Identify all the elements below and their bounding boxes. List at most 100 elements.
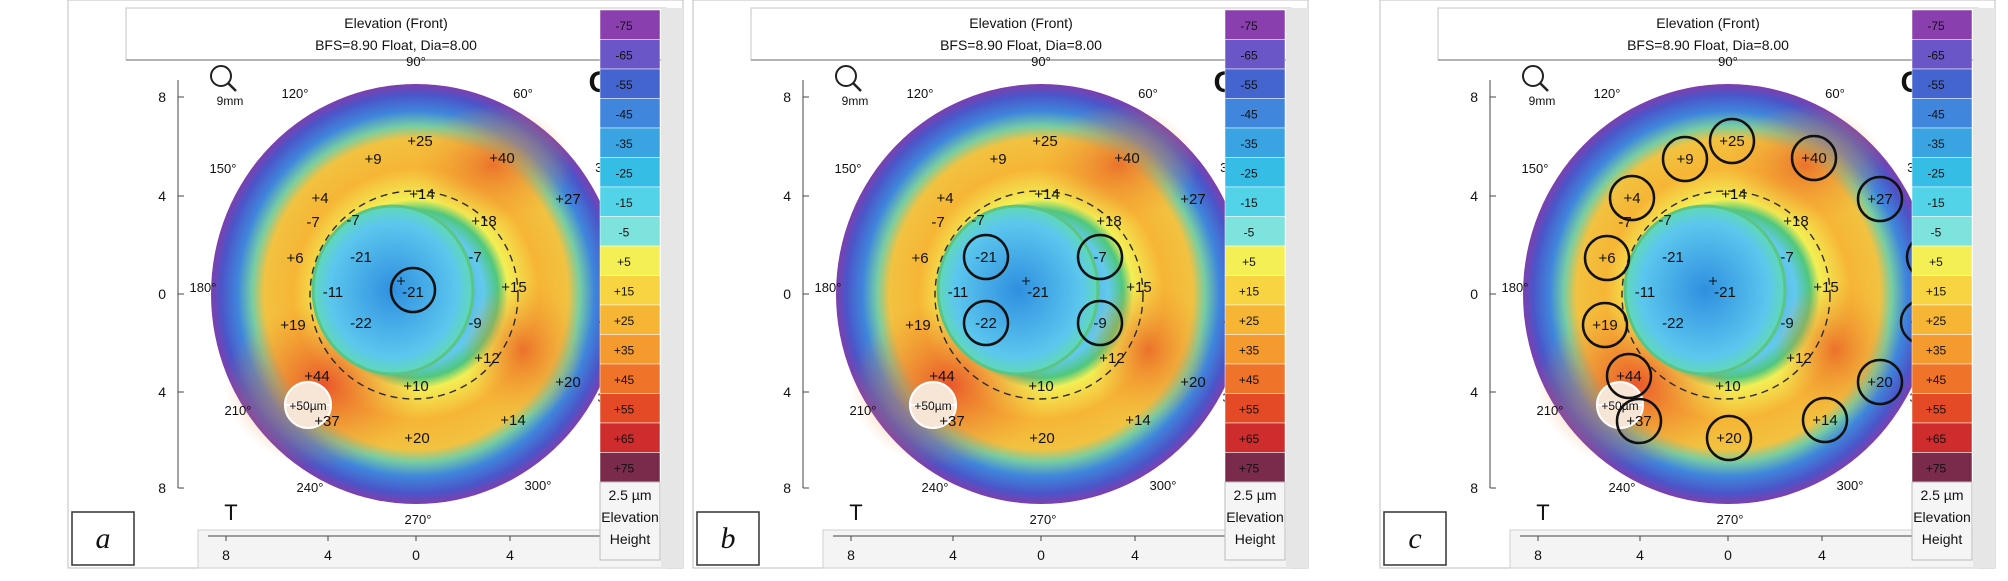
scale-swatch bbox=[599, 422, 661, 453]
scale-swatch bbox=[1224, 127, 1286, 158]
scale-label: -25 bbox=[615, 167, 633, 181]
topography-panel-a: Elevation (Front) BFS=8.90 Float, Dia=8.0… bbox=[66, 0, 685, 570]
scale-swatch bbox=[1224, 9, 1286, 40]
scale-label: +45 bbox=[1239, 373, 1260, 387]
elevation-value: -9 bbox=[1780, 315, 1793, 332]
elevation-value: -11 bbox=[948, 284, 969, 301]
scale-label: -45 bbox=[615, 108, 633, 122]
scale-label: -15 bbox=[1927, 196, 1945, 210]
elevation-value: +12 bbox=[1099, 350, 1124, 367]
scale-label: +15 bbox=[614, 285, 635, 299]
scale-swatch bbox=[1224, 216, 1286, 247]
scale-label: +65 bbox=[1239, 432, 1260, 446]
bfs-marker-label: +50µm bbox=[914, 399, 951, 413]
elevation-value: +15 bbox=[1126, 279, 1151, 296]
scale-swatch bbox=[599, 304, 661, 335]
scale-label: +55 bbox=[1926, 403, 1947, 417]
y-tick-label: 0 bbox=[158, 286, 166, 302]
temporal-label: T bbox=[849, 500, 862, 525]
angle-label: 300° bbox=[525, 478, 552, 493]
scale-swatch bbox=[599, 216, 661, 247]
panel-letter: c bbox=[1408, 522, 1421, 555]
elevation-value: +10 bbox=[403, 378, 428, 395]
scale-label: -65 bbox=[615, 49, 633, 63]
x-tick-label: 0 bbox=[1724, 547, 1732, 563]
scale-label: -25 bbox=[1240, 167, 1258, 181]
y-tick-label: 8 bbox=[783, 480, 791, 496]
elevation-value: +4 bbox=[936, 190, 953, 207]
scale-swatch bbox=[599, 393, 661, 424]
scale-swatch bbox=[1911, 245, 1973, 276]
scale-swatch bbox=[599, 127, 661, 158]
scale-swatch bbox=[599, 363, 661, 394]
scale-swatch bbox=[1911, 186, 1973, 217]
elevation-value: +19 bbox=[905, 317, 930, 334]
angle-label: 270° bbox=[1030, 512, 1057, 527]
x-tick-label: 8 bbox=[1534, 547, 1542, 563]
elevation-value: +14 bbox=[1812, 412, 1837, 429]
elevation-value: +6 bbox=[1598, 250, 1615, 267]
angle-label: 240° bbox=[297, 480, 324, 495]
scale-label: +45 bbox=[614, 373, 635, 387]
scale-swatch bbox=[1911, 98, 1973, 129]
x-tick-label: 4 bbox=[506, 547, 514, 563]
scale-swatch bbox=[1911, 363, 1973, 394]
elevation-value: +6 bbox=[911, 250, 928, 267]
scale-step: 2.5 µm bbox=[1233, 487, 1276, 503]
scale-step: 2.5 µm bbox=[608, 487, 651, 503]
elevation-value: -7 bbox=[1780, 249, 1793, 266]
highlight-circle bbox=[1581, 301, 1629, 349]
highlight-circle bbox=[1615, 397, 1663, 445]
elevation-value: -22 bbox=[350, 315, 372, 332]
scale-label: -35 bbox=[1927, 137, 1945, 151]
y-tick-label: 8 bbox=[158, 89, 166, 105]
scale-unit-line2: Height bbox=[610, 531, 651, 547]
y-tick-label: 4 bbox=[783, 188, 791, 204]
scale-label: -15 bbox=[615, 196, 633, 210]
scale-label: -35 bbox=[615, 137, 633, 151]
scale-label: -75 bbox=[1240, 19, 1258, 33]
map-title: Elevation (Front) bbox=[969, 15, 1072, 31]
elevation-value: -7 bbox=[1658, 212, 1671, 229]
scale-label: +45 bbox=[1926, 373, 1947, 387]
angle-label: 150° bbox=[835, 161, 862, 176]
elevation-value: +10 bbox=[1715, 378, 1740, 395]
angle-label: 90° bbox=[1718, 54, 1738, 69]
zoom-label: 9mm bbox=[842, 94, 869, 108]
elevation-value: +37 bbox=[939, 413, 964, 430]
scale-label: -65 bbox=[1927, 49, 1945, 63]
scale-label: -5 bbox=[1244, 226, 1255, 240]
elevation-value: +19 bbox=[1592, 317, 1617, 334]
scale-label: +55 bbox=[1239, 403, 1260, 417]
highlight-circle bbox=[1583, 234, 1631, 282]
scale-swatch bbox=[1224, 334, 1286, 365]
elevation-value: +14 bbox=[1721, 186, 1746, 203]
angle-label: 180° bbox=[190, 280, 217, 295]
highlight-circle bbox=[1856, 175, 1904, 223]
scale-label: -55 bbox=[615, 78, 633, 92]
elevation-value: +14 bbox=[500, 412, 525, 429]
scale-swatch bbox=[1911, 304, 1973, 335]
elevation-value: +44 bbox=[1616, 368, 1641, 385]
angle-label: 180° bbox=[815, 280, 842, 295]
y-tick-label: 8 bbox=[1470, 480, 1478, 496]
elevation-value: +25 bbox=[1719, 133, 1744, 150]
scale-label: +35 bbox=[1926, 344, 1947, 358]
angle-label: 180° bbox=[1502, 280, 1529, 295]
scale-label: +35 bbox=[1239, 344, 1260, 358]
x-tick-label: 4 bbox=[1636, 547, 1644, 563]
scale-label: -45 bbox=[1240, 108, 1258, 122]
scale-swatch bbox=[1224, 304, 1286, 335]
scale-label: -55 bbox=[1927, 78, 1945, 92]
scale-swatch bbox=[1224, 186, 1286, 217]
temporal-label: T bbox=[224, 500, 237, 525]
panel-letter: a bbox=[96, 522, 111, 555]
scale-swatch bbox=[1911, 68, 1973, 99]
highlight-circle bbox=[1856, 358, 1904, 406]
map-title: Elevation (Front) bbox=[1656, 15, 1759, 31]
elevation-value: -7 bbox=[1093, 249, 1106, 266]
map-title: Elevation (Front) bbox=[344, 15, 447, 31]
angle-label: 120° bbox=[282, 86, 309, 101]
scale-swatch bbox=[599, 186, 661, 217]
elevation-value: +19 bbox=[280, 317, 305, 334]
